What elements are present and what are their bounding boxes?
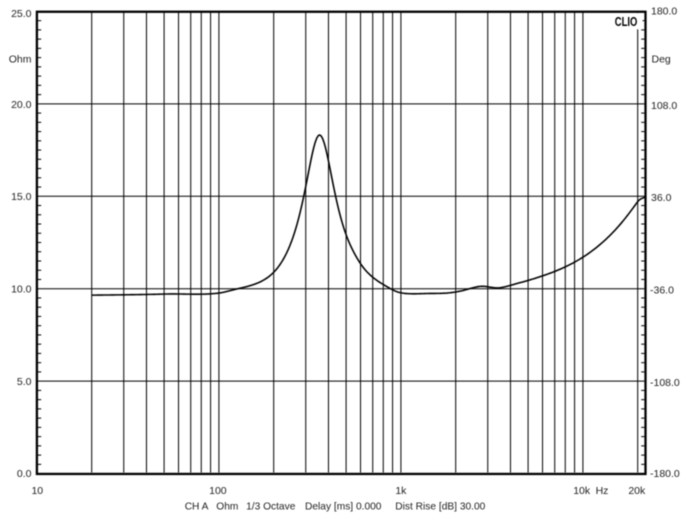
svg-text:Deg: Deg (652, 54, 671, 66)
svg-text:108.0: 108.0 (651, 100, 677, 112)
svg-text:-36.0: -36.0 (650, 285, 674, 297)
svg-text:-108.0: -108.0 (650, 377, 680, 389)
svg-text:-180.0: -180.0 (650, 468, 680, 480)
svg-text:CH A: CH A (185, 502, 209, 513)
svg-text:Hz: Hz (596, 485, 609, 497)
svg-text:5.0: 5.0 (17, 376, 32, 388)
svg-text:15.0: 15.0 (11, 191, 32, 203)
svg-text:100: 100 (209, 485, 227, 497)
svg-text:10k: 10k (573, 485, 591, 497)
svg-text:CLIO: CLIO (615, 15, 638, 29)
svg-text:180.0: 180.0 (651, 5, 677, 17)
svg-text:25.0: 25.0 (11, 8, 32, 20)
svg-text:Dist Rise [dB] 30.00: Dist Rise [dB] 30.00 (395, 502, 485, 513)
svg-text:36.0: 36.0 (651, 192, 672, 204)
svg-text:10.0: 10.0 (11, 283, 32, 295)
svg-text:Delay [ms] 0.000: Delay [ms] 0.000 (305, 502, 382, 513)
svg-text:10: 10 (31, 485, 43, 497)
svg-text:1/3 Octave: 1/3 Octave (246, 502, 296, 513)
svg-text:20k: 20k (628, 485, 646, 497)
svg-text:1k: 1k (395, 485, 407, 497)
svg-text:Ohm: Ohm (9, 54, 32, 66)
svg-text:0.0: 0.0 (17, 468, 32, 480)
svg-text:20.0: 20.0 (11, 99, 32, 111)
svg-text:Ohm: Ohm (216, 502, 238, 513)
